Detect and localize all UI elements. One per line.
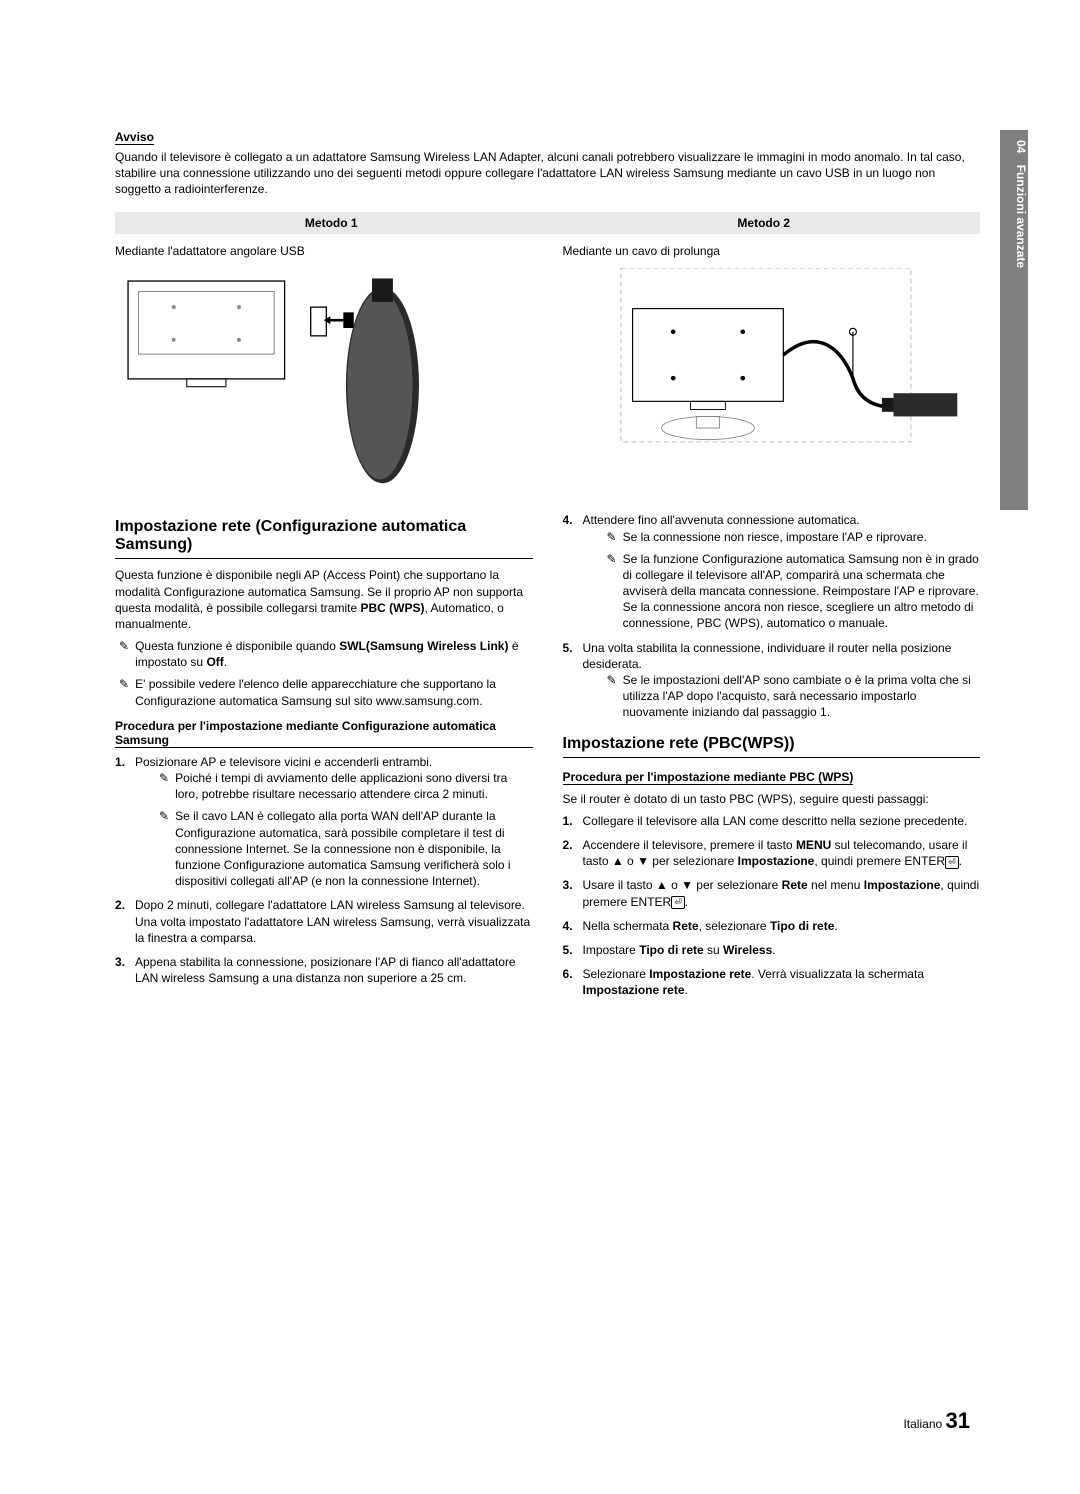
step-item: Appena stabilita la connessione, posizio… (115, 954, 533, 986)
method1-caption: Mediante l'adattatore angolare USB (115, 244, 533, 258)
note-icon: ✎ (119, 676, 129, 708)
method1-header: Metodo 1 (115, 212, 548, 234)
note-item: ✎ E' possibile vedere l'elenco delle app… (119, 676, 533, 708)
chapter-title: Funzioni avanzate (1014, 165, 1028, 268)
method2-diagram (563, 268, 981, 465)
footer-page-number: 31 (946, 1408, 970, 1433)
section2-title: Impostazione rete (PBC(WPS)) (563, 735, 981, 758)
step-item: Usare il tasto ▲ o ▼ per selezionare Ret… (563, 877, 981, 909)
method1-diagram (115, 268, 533, 490)
note-icon: ✎ (159, 808, 169, 889)
step-item: Posizionare AP e televisore vicini e acc… (115, 754, 533, 890)
chapter-number: 04 (1014, 140, 1028, 153)
note-icon: ✎ (607, 551, 617, 632)
sub-note: ✎ Se la connessione non riesce, impostar… (607, 529, 981, 545)
enter-icon: ⏎ (671, 896, 685, 909)
procedure2-title: Procedura per l'impostazione mediante PB… (563, 770, 854, 785)
sub-note: ✎ Poiché i tempi di avviamento delle app… (159, 770, 533, 802)
note-icon: ✎ (607, 529, 617, 545)
step-item: Attendere fino all'avvenuta connessione … (563, 512, 981, 631)
note-icon: ✎ (607, 672, 617, 721)
note-icon: ✎ (159, 770, 169, 802)
sub-note: ✎ Se le impostazioni dell'AP sono cambia… (607, 672, 981, 721)
footer-language: Italiano (903, 1417, 942, 1431)
method2-header: Metodo 2 (548, 212, 981, 234)
section2-intro: Se il router è dotato di un tasto PBC (W… (563, 791, 981, 807)
step-item: Nella schermata Rete, selezionare Tipo d… (563, 918, 981, 934)
step-item: Dopo 2 minuti, collegare l'adattatore LA… (115, 897, 533, 946)
procedure-title: Procedura per l'impostazione mediante Co… (115, 719, 533, 748)
sub-note: ✎ Se la funzione Configurazione automati… (607, 551, 981, 632)
step-item: Collegare il televisore alla LAN come de… (563, 813, 981, 829)
section1-title: Impostazione rete (Configurazione automa… (115, 518, 533, 559)
notice-text: Quando il televisore è collegato a un ad… (115, 149, 980, 198)
note-item: ✎ Questa funzione è disponibile quando S… (119, 638, 533, 670)
notice-heading: Avviso (115, 130, 154, 145)
note-icon: ✎ (119, 638, 129, 670)
step-item: Una volta stabilita la connessione, indi… (563, 640, 981, 721)
step-item: Impostare Tipo di rete su Wireless. (563, 942, 981, 958)
method2-caption: Mediante un cavo di prolunga (563, 244, 981, 258)
section1-intro: Questa funzione è disponibile negli AP (… (115, 567, 533, 632)
page-footer: Italiano 31 (903, 1408, 970, 1434)
chapter-tab: 04 Funzioni avanzate (1000, 130, 1028, 510)
sub-note: ✎ Se il cavo LAN è collegato alla porta … (159, 808, 533, 889)
step-item: Accendere il televisore, premere il tast… (563, 837, 981, 869)
methods-header-row: Metodo 1 Metodo 2 (115, 212, 980, 234)
step-item: Selezionare Impostazione rete. Verrà vis… (563, 966, 981, 998)
enter-icon: ⏎ (945, 856, 959, 869)
